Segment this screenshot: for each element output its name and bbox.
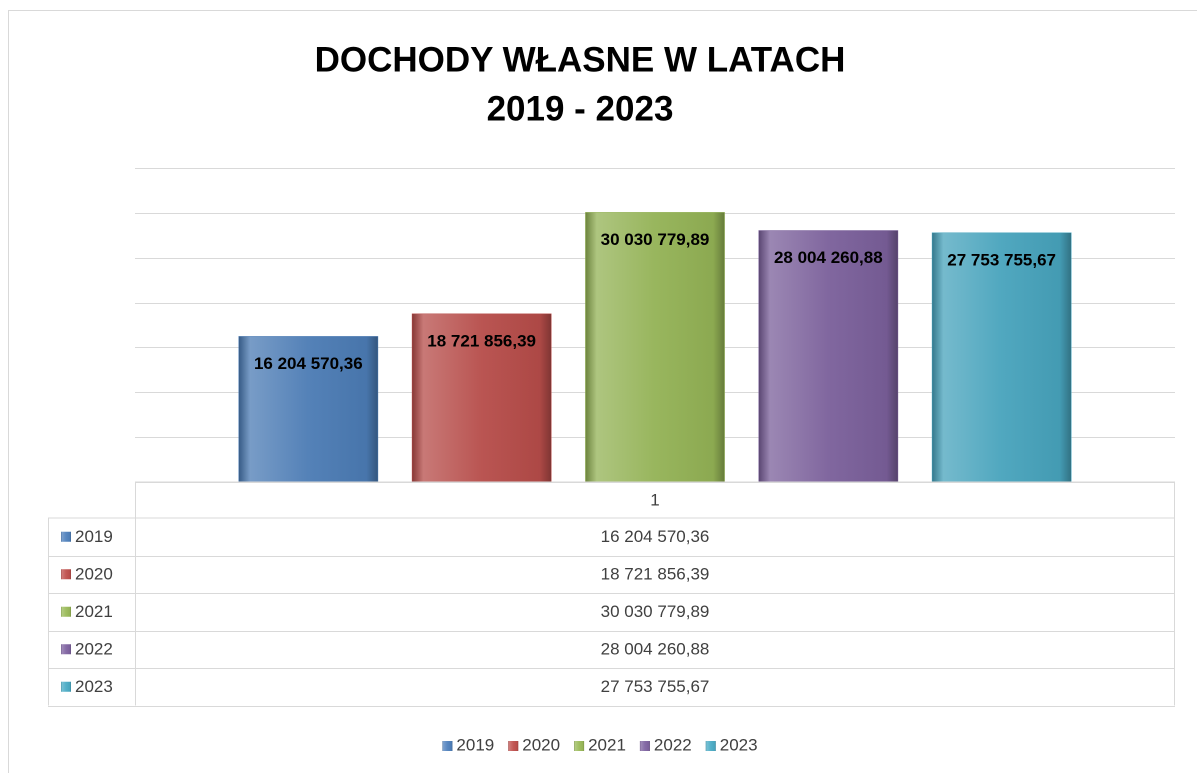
key-shade xyxy=(61,644,71,655)
table-cell: 18 721 856,39 xyxy=(601,565,710,584)
bar-shade xyxy=(412,314,551,482)
table-header: 1 xyxy=(650,490,659,509)
table-cell: 30 030 779,89 xyxy=(601,602,710,621)
key-shade xyxy=(61,606,71,617)
bar-shade xyxy=(585,212,725,483)
data-label: 18 721 856,39 xyxy=(427,332,536,351)
table-row-label: 2023 xyxy=(75,677,113,696)
chart-subtitle: 2019 - 2023 xyxy=(487,89,674,128)
bar-shade xyxy=(239,336,378,482)
legend-label: 2022 xyxy=(654,735,692,754)
key-shade xyxy=(61,531,71,542)
key-shade xyxy=(705,741,716,751)
table-row-label: 2020 xyxy=(75,565,113,584)
data-label: 28 004 260,88 xyxy=(774,248,883,267)
key-shade xyxy=(574,741,585,751)
bar-shade xyxy=(932,233,1071,482)
legend-label: 2021 xyxy=(588,735,626,754)
key-shade xyxy=(442,741,453,751)
table-cell: 16 204 570,36 xyxy=(601,527,710,546)
chart-frame xyxy=(8,10,1197,773)
chart-title: DOCHODY WŁASNE W LATACH xyxy=(315,40,846,79)
legend-label: 2019 xyxy=(456,735,494,754)
key-shade xyxy=(639,741,650,751)
table-cell: 28 004 260,88 xyxy=(601,640,710,659)
table-row-label: 2021 xyxy=(75,602,113,621)
key-shade xyxy=(508,741,519,751)
table-row-label: 2019 xyxy=(75,527,113,546)
data-label: 27 753 755,67 xyxy=(947,250,1056,269)
legend-label: 2020 xyxy=(522,735,560,754)
key-shade xyxy=(61,569,71,580)
table-row-label: 2022 xyxy=(75,640,113,659)
key-shade xyxy=(61,681,71,692)
data-label: 16 204 570,36 xyxy=(254,354,363,373)
bar-shade xyxy=(759,230,898,482)
table-cell: 27 753 755,67 xyxy=(601,677,710,696)
data-label: 30 030 779,89 xyxy=(601,230,710,249)
legend-label: 2023 xyxy=(720,735,758,754)
